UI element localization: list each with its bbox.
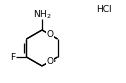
Text: NH$_2$: NH$_2$ — [33, 9, 51, 21]
Text: O: O — [46, 30, 53, 39]
Text: O: O — [46, 57, 53, 66]
Text: HCl: HCl — [96, 5, 112, 15]
Text: F: F — [10, 53, 15, 62]
